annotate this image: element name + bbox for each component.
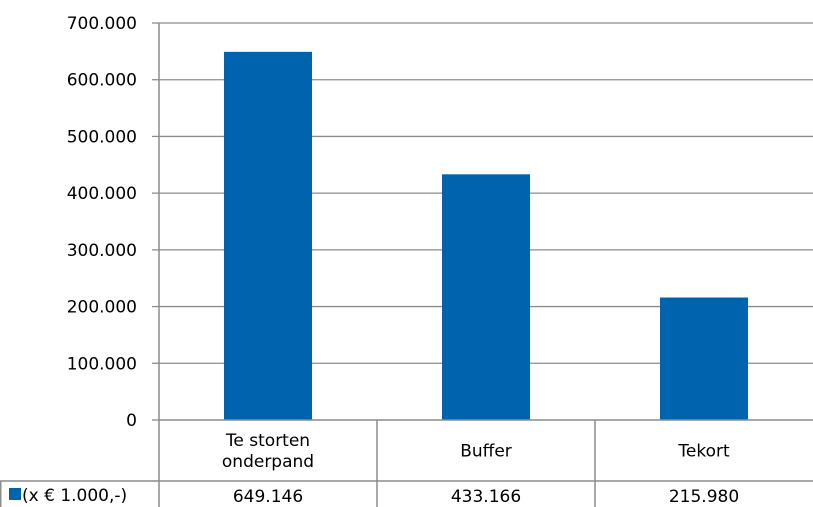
legend-label: (x € 1.000,-) xyxy=(22,486,127,506)
bar xyxy=(442,174,530,420)
y-tick-label: 700.000 xyxy=(67,14,137,34)
y-tick-label: 0 xyxy=(126,411,137,431)
category-label: Tekort xyxy=(677,442,730,462)
y-tick-label: 400.000 xyxy=(67,184,137,204)
bar xyxy=(224,51,312,420)
legend-key xyxy=(9,488,21,500)
category-label: Buffer xyxy=(460,442,512,462)
data-label: 433.166 xyxy=(451,487,521,507)
bars xyxy=(224,51,748,420)
axes xyxy=(0,22,813,507)
y-tick-label: 300.000 xyxy=(67,241,137,261)
y-tick-label: 600.000 xyxy=(67,71,137,91)
data-table: (x € 1.000,-) 649.146 433.166 215.980 xyxy=(9,486,739,507)
data-label: 215.980 xyxy=(669,487,739,507)
y-tick-label: 200.000 xyxy=(67,298,137,318)
y-tick-labels: 0 100.000 200.000 300.000 400.000 500.000 600.… xyxy=(67,14,137,431)
data-label: 649.146 xyxy=(233,487,303,507)
y-tick-label: 100.000 xyxy=(67,354,137,374)
category-label: onderpand xyxy=(222,452,314,472)
category-label: Te storten xyxy=(225,431,310,451)
bar xyxy=(660,297,748,420)
y-tick-label: 500.000 xyxy=(67,127,137,147)
